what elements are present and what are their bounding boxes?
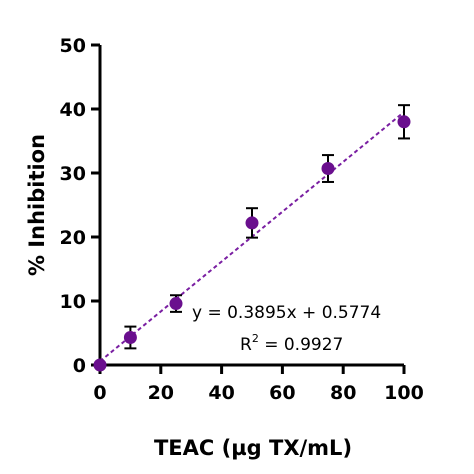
data-points-layer <box>93 104 411 372</box>
data-point <box>321 162 335 176</box>
data-point <box>245 216 259 230</box>
x-tick-label: 0 <box>93 382 106 404</box>
x-tick-label: 60 <box>269 382 295 404</box>
data-point <box>123 330 137 344</box>
y-tick-label: 50 <box>60 35 86 57</box>
data-point <box>397 115 411 129</box>
data-point <box>169 297 183 311</box>
r-squared-symbol: R <box>240 335 252 355</box>
y-tick-label: 10 <box>60 291 86 313</box>
data-point <box>93 358 107 372</box>
r-squared-value: = 0.9927 <box>259 335 344 355</box>
y-tick-label: 40 <box>60 99 86 121</box>
y-tick-label: 0 <box>73 355 86 377</box>
x-tick-label: 80 <box>330 382 356 404</box>
r-squared-exponent: 2 <box>252 332 259 345</box>
y-axis-title: % Inhibition <box>25 134 49 276</box>
equation-annotation: y = 0.3895x + 0.5774 <box>192 303 381 323</box>
x-axis-title: TEAC (µg TX/mL) <box>154 436 352 460</box>
x-tick-label: 40 <box>208 382 234 404</box>
x-tick-label: 100 <box>384 382 424 404</box>
y-tick-label: 30 <box>60 163 86 185</box>
x-tick-label: 20 <box>148 382 174 404</box>
y-tick-label: 20 <box>60 227 86 249</box>
r-squared-annotation: R2 = 0.9927 <box>240 332 343 355</box>
axes: 0 10 20 30 40 50 0 20 40 60 80 100 <box>60 35 424 404</box>
